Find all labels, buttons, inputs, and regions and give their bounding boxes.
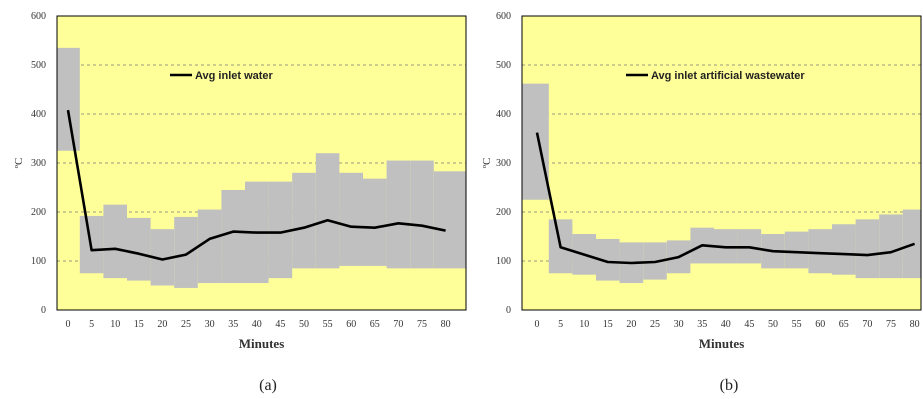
x-tick-label: 55 <box>323 319 333 330</box>
panel-caption: (a) <box>259 377 277 394</box>
range-band <box>268 181 293 279</box>
x-tick-label: 0 <box>66 319 71 330</box>
range-band <box>808 229 832 274</box>
x-tick-label: 0 <box>535 319 540 330</box>
x-tick-label: 60 <box>346 319 356 330</box>
chart-panel-b: 0 100 200 300 400 500 600 0 5 10 15 20 25 30 35 40 45 50 5… <box>481 11 922 394</box>
y-tick-label: 0 <box>41 305 46 316</box>
range-band <box>127 217 151 281</box>
range-band <box>879 214 903 279</box>
y-tick-label: 300 <box>31 158 46 169</box>
y-tick-label: 300 <box>496 158 511 169</box>
x-tick-label: 10 <box>579 319 589 330</box>
y-tick-label: 100 <box>31 256 46 267</box>
x-tick-label: 5 <box>558 319 563 330</box>
x-tick-label: 25 <box>181 319 191 330</box>
range-band <box>784 231 809 269</box>
x-tick-label: 35 <box>697 319 707 330</box>
range-band <box>57 47 80 151</box>
x-tick-label: 5 <box>89 319 94 330</box>
x-tick-label: 35 <box>228 319 238 330</box>
legend-label: Avg inlet artificial wastewater <box>651 70 805 82</box>
x-tick-label: 20 <box>626 319 636 330</box>
x-tick-label: 55 <box>792 319 802 330</box>
x-tick-label: 70 <box>393 319 403 330</box>
y-tick-label: 400 <box>31 109 46 120</box>
legend-label: Avg inlet water <box>195 70 274 82</box>
range-band <box>221 189 245 284</box>
range-band <box>363 178 387 266</box>
y-tick-label: 400 <box>496 109 511 120</box>
x-tick-label: 60 <box>815 319 825 330</box>
plot-frame <box>521 15 922 311</box>
x-tick-label: 15 <box>603 319 613 330</box>
range-band <box>339 172 363 266</box>
panel-caption: (b) <box>720 377 739 394</box>
range-band <box>386 160 411 269</box>
y-axis-title: ºC <box>481 158 493 169</box>
x-tick-label: 25 <box>650 319 660 330</box>
chart-panel-a: 0 100 200 300 400 500 600 0 5 10 15 20 25 30 35 40 45 50 5… <box>13 11 467 394</box>
x-tick-label: 70 <box>862 319 872 330</box>
y-tick-label: 200 <box>496 207 511 218</box>
x-tick-label: 30 <box>674 319 684 330</box>
range-band <box>832 224 856 275</box>
x-tick-label: 80 <box>441 319 451 330</box>
range-band <box>150 229 175 286</box>
range-band <box>522 83 549 200</box>
x-tick-label: 30 <box>205 319 215 330</box>
x-tick-label: 75 <box>417 319 427 330</box>
y-tick-label: 200 <box>31 207 46 218</box>
x-tick-label: 50 <box>768 319 778 330</box>
x-tick-label: 10 <box>110 319 120 330</box>
y-tick-label: 600 <box>31 11 46 22</box>
y-tick-label: 500 <box>496 60 511 71</box>
plot-frame <box>56 15 467 311</box>
avg-series-line <box>66 109 446 261</box>
x-tick-label: 65 <box>839 319 849 330</box>
range-band <box>855 219 880 279</box>
x-tick-label: 50 <box>299 319 309 330</box>
y-tick-label: 600 <box>496 11 511 22</box>
range-band <box>103 204 127 279</box>
x-tick-label: 80 <box>910 319 920 330</box>
range-band <box>197 209 222 284</box>
x-tick-label: 40 <box>721 319 731 330</box>
range-band <box>315 153 340 269</box>
range-band <box>596 238 620 281</box>
y-tick-label: 500 <box>31 60 46 71</box>
x-tick-label: 45 <box>744 319 754 330</box>
range-band <box>174 216 198 288</box>
x-axis-title: Minutes <box>239 336 285 351</box>
x-tick-label: 15 <box>134 319 144 330</box>
range-band <box>433 171 466 269</box>
x-axis-title: Minutes <box>699 336 745 351</box>
x-tick-label: 65 <box>370 319 380 330</box>
x-tick-label: 40 <box>252 319 262 330</box>
y-axis-title: ºC <box>13 158 25 169</box>
avg-series-line <box>535 132 916 265</box>
range-band <box>292 172 316 269</box>
y-tick-label: 100 <box>496 256 511 267</box>
x-tick-label: 20 <box>157 319 167 330</box>
x-tick-label: 75 <box>886 319 896 330</box>
x-tick-label: 45 <box>275 319 285 330</box>
range-band <box>410 160 434 269</box>
y-tick-label: 0 <box>506 305 511 316</box>
